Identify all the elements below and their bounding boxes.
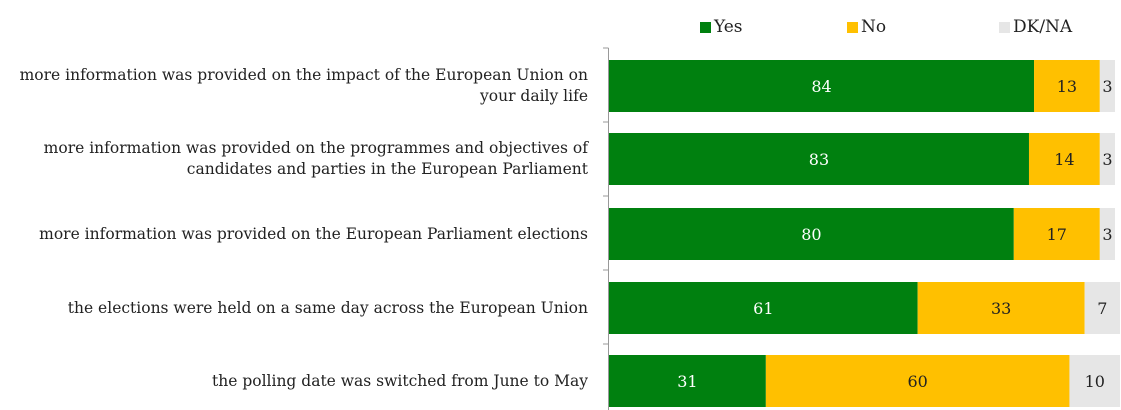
data-label: 3 [1102, 225, 1112, 244]
legend-label-yes: Yes [714, 17, 743, 37]
legend-label-no: No [861, 17, 887, 37]
data-label: 31 [677, 372, 697, 391]
legend: Yes No DK/NA [700, 15, 1072, 39]
bar-dkna [1099, 208, 1115, 260]
category-label: the polling date was switched from June … [212, 371, 588, 390]
category-label: the elections were held on a same day ac… [67, 298, 588, 317]
data-label: 61 [753, 299, 773, 318]
category-label: more information was provided on the Eur… [39, 224, 588, 243]
legend-swatch-no [847, 21, 858, 33]
bar-dkna [1099, 133, 1115, 185]
data-label: 60 [907, 372, 927, 391]
legend-item-dkna: DK/NA [999, 17, 1072, 37]
data-label: 80 [801, 225, 821, 244]
data-label: 17 [1047, 225, 1067, 244]
data-label: 3 [1102, 150, 1112, 169]
bar-dkna [1084, 282, 1121, 334]
bar-yes [609, 282, 918, 334]
bar-yes [609, 208, 1014, 260]
bar-no [917, 282, 1085, 334]
legend-item-no: No [847, 17, 999, 37]
bar-no [1034, 60, 1100, 112]
legend-item-yes: Yes [700, 17, 847, 37]
bar-yes [609, 60, 1035, 112]
legend-swatch-dkna [999, 21, 1010, 33]
data-label: 33 [991, 299, 1011, 318]
category-label: more information was provided on the imp… [19, 66, 588, 105]
bar-no [765, 355, 1070, 407]
bar-no [1028, 133, 1100, 185]
bar-yes [609, 133, 1029, 185]
data-label: 84 [811, 77, 831, 96]
bar-yes [609, 355, 766, 407]
legend-label-dkna: DK/NA [1013, 17, 1073, 37]
data-label: 10 [1085, 372, 1105, 391]
data-label: 13 [1057, 77, 1077, 96]
category-label: more information was provided on the pro… [43, 139, 588, 178]
data-label: 3 [1102, 77, 1112, 96]
bar-dkna [1099, 60, 1115, 112]
bar-dkna [1069, 355, 1121, 407]
data-label: 7 [1097, 299, 1107, 318]
legend-swatch-yes [700, 21, 711, 33]
data-label: 14 [1054, 150, 1074, 169]
bar-no [1013, 208, 1100, 260]
data-label: 83 [809, 150, 829, 169]
